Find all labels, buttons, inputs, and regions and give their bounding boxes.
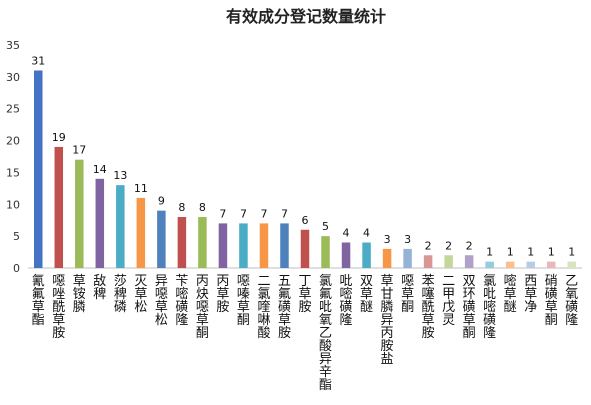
y-tick-label: 35	[6, 39, 20, 52]
data-label: 9	[158, 195, 165, 208]
x-tick-label: 莎稗磷	[114, 274, 127, 315]
bar	[382, 248, 392, 268]
data-label: 8	[199, 201, 206, 214]
bar	[505, 261, 515, 268]
bar	[546, 261, 556, 268]
bar	[423, 255, 433, 268]
x-tick-label: 吡嘧磺隆	[340, 274, 353, 328]
x-tick-label: 草铵膦	[73, 274, 86, 315]
x-tick-label: 二氯喹啉酸	[257, 274, 270, 341]
bar	[300, 229, 310, 268]
data-label: 31	[31, 54, 45, 67]
x-tick-label: 氰氟草酯	[32, 273, 45, 328]
x-tick-label: 二甲戊灵	[442, 274, 455, 328]
data-label: 1	[507, 246, 514, 259]
bars	[34, 70, 576, 269]
data-label: 7	[260, 207, 267, 220]
bar	[239, 223, 248, 268]
data-label: 3	[384, 233, 391, 246]
data-label: 4	[343, 227, 350, 240]
y-tick-label: 20	[6, 135, 20, 148]
data-label: 7	[219, 207, 226, 220]
data-label: 4	[363, 227, 370, 240]
data-label: 2	[466, 239, 473, 252]
bar	[444, 255, 453, 268]
x-tick-label: 嘧草醚	[504, 274, 517, 315]
bar	[321, 236, 330, 268]
bar	[95, 178, 105, 268]
x-tick-label: 丙草胺	[216, 274, 229, 315]
bar	[567, 261, 576, 268]
bar	[177, 217, 187, 268]
bar	[157, 210, 166, 268]
x-tick-label: 氯氟吡氧乙酸异辛酯	[319, 274, 332, 393]
chart-title: 有效成分登记数量统计	[226, 7, 386, 26]
bar	[136, 197, 146, 268]
bar	[218, 223, 228, 268]
bar	[485, 261, 494, 268]
bar	[259, 223, 269, 268]
bar	[464, 255, 474, 268]
x-tick-label: 噁嗪草酮	[237, 274, 250, 328]
data-label: 13	[113, 169, 127, 182]
bar	[34, 70, 43, 269]
x-tick-label: 草甘膦异丙胺盐	[381, 274, 394, 367]
x-tick-label: 灭草松	[134, 274, 147, 315]
bar	[341, 242, 351, 268]
x-tick-label: 西草净	[524, 274, 537, 315]
data-label: 2	[445, 239, 452, 252]
x-tick-label: 硝磺草酮	[545, 274, 558, 328]
y-tick-label: 30	[6, 71, 20, 84]
bar	[75, 159, 84, 268]
x-tick-label: 双草醚	[360, 274, 373, 315]
data-label: 7	[281, 207, 288, 220]
data-label: 7	[240, 207, 247, 220]
data-label: 8	[178, 201, 185, 214]
data-label: 5	[322, 220, 329, 233]
x-tick-label: 丁草胺	[298, 274, 311, 315]
bar	[54, 146, 64, 268]
data-label: 1	[486, 246, 493, 259]
bar	[526, 261, 535, 268]
bar	[403, 248, 412, 268]
y-tick-label: 10	[6, 198, 20, 211]
data-label: 6	[302, 214, 309, 227]
bar	[362, 242, 371, 268]
data-label: 17	[72, 144, 86, 157]
x-tick-label: 噁草酮	[401, 274, 414, 315]
data-label: 1	[548, 246, 555, 259]
x-tick-label: 氯吡嘧磺隆	[483, 274, 496, 341]
x-tick-label: 苄嘧磺隆	[175, 274, 188, 328]
bar	[116, 185, 125, 268]
x-tick-label: 异噁草松	[155, 274, 168, 328]
x-tick-label: 丙炔噁草酮	[196, 274, 209, 341]
data-label: 14	[93, 163, 107, 176]
y-tick-label: 25	[6, 103, 20, 116]
x-tick-labels: 氰氟草酯噁唑酰草胺草铵膦敌稗莎稗磷灭草松异噁草松苄嘧磺隆丙炔噁草酮丙草胺噁嗪草酮…	[32, 273, 578, 393]
x-tick-label: 双环磺草酮	[463, 274, 476, 341]
x-tick-label: 噁唑酰草胺	[52, 274, 65, 341]
data-label: 1	[527, 246, 534, 259]
bar	[198, 217, 207, 268]
x-tick-label: 乙氧磺隆	[565, 274, 578, 328]
bar	[280, 223, 289, 268]
data-label: 19	[52, 131, 66, 144]
y-tick-label: 15	[6, 166, 20, 179]
y-tick-label: 0	[13, 262, 20, 275]
x-tick-label: 敌稗	[93, 274, 106, 302]
data-label: 3	[404, 233, 411, 246]
x-tick-label: 苯噻酰草胺	[422, 274, 435, 341]
data-label: 1	[568, 246, 575, 259]
data-label: 2	[425, 239, 432, 252]
data-label: 11	[134, 182, 148, 195]
y-tick-label: 5	[13, 230, 20, 243]
x-tick-label: 五氟磺草胺	[278, 274, 291, 341]
